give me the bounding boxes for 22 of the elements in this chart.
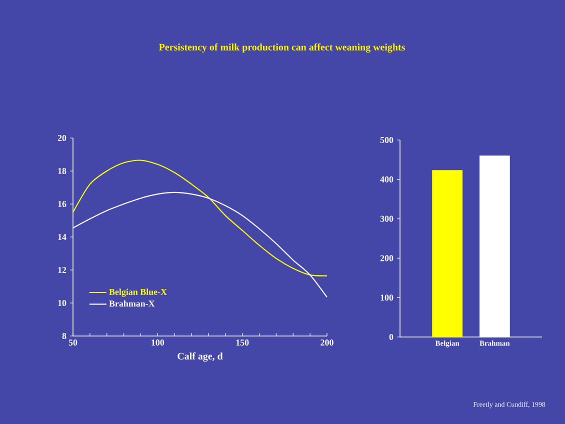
y-tick-label: 20 [58,134,66,142]
x-tick-label: 100 [152,340,164,346]
chart-title: Persistency of milk production can affect weaning weights [158,43,405,53]
y-tick-label: 14 [58,234,66,240]
x-tick-label: 200 [320,340,334,346]
x-tick-label: 50 [68,340,78,346]
y-tick-label: 12 [58,267,66,273]
y-tick-label: 400 [380,176,394,182]
x-axis-title: Calf age, d [178,352,223,362]
legend-label: Belgian Blue-X [109,288,167,297]
y-tick-label: 10 [58,300,66,306]
line-series [72,160,328,276]
legend-label: Brahman-X [109,300,155,307]
y-tick-label: 0 [389,334,394,340]
y-tick-label: 18 [58,168,66,174]
y-tick-label: 100 [380,294,394,301]
y-tick-label: 200 [380,255,394,262]
y-tick-label: 300 [380,216,394,222]
x-tick-label: 150 [236,340,249,346]
y-tick-label: 500 [380,136,394,144]
y-tick-label: 16 [58,200,66,208]
y-tick-label: 8 [62,332,66,340]
